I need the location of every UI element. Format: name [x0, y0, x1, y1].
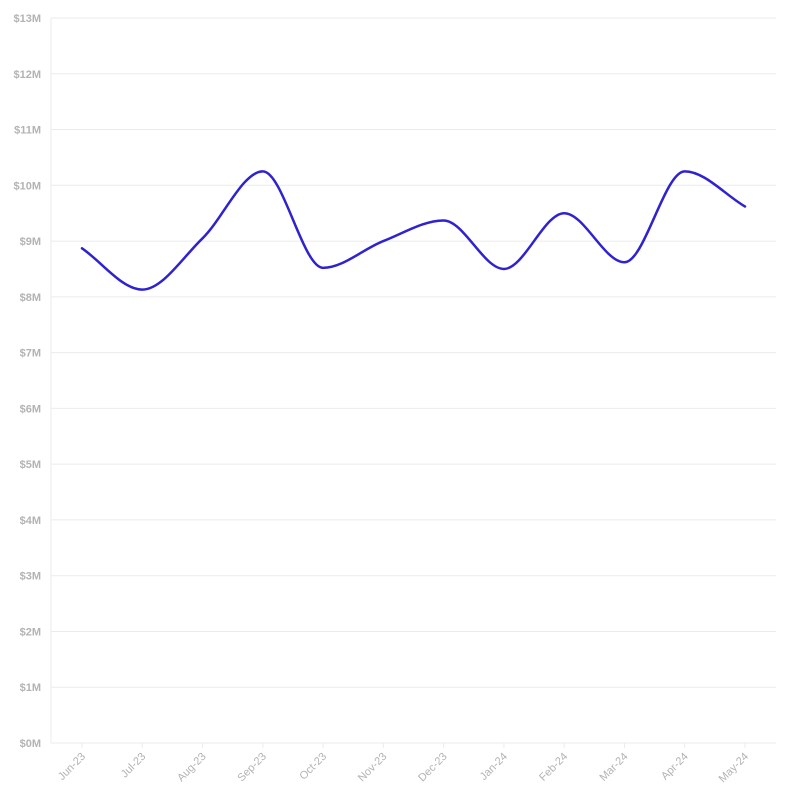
x-tick-label: Jan-24 [478, 751, 510, 783]
y-tick-label: $2M [20, 626, 41, 638]
y-tick-label: $13M [13, 13, 41, 25]
x-tick-label: Aug-23 [175, 751, 209, 785]
x-tick-label: Oct-23 [297, 751, 329, 783]
series-line [80, 170, 747, 291]
y-tick-label: $10M [13, 180, 41, 192]
y-tick-label: $3M [20, 571, 41, 583]
x-tick-label: Jun-23 [56, 751, 88, 783]
y-tick-label: $7M [20, 348, 41, 360]
axes [50, 18, 776, 748]
x-tick-label: May-24 [717, 751, 751, 785]
y-tick-label: $1M [20, 682, 41, 694]
y-tick-label: $6M [20, 403, 41, 415]
y-tick-label: $11M [14, 125, 41, 137]
y-tick-label: $0M [20, 738, 41, 750]
y-tick-label: $5M [20, 459, 41, 471]
y-tick-label: $9M [20, 236, 41, 248]
x-tick-label: Sep-23 [235, 751, 269, 785]
x-tick-label: Dec-23 [416, 751, 450, 785]
y-axis-tick-labels: $0M $1M $2M $3M $4M $5M $6M $7M $8M $9M $10M $11M $1… [13, 13, 41, 750]
x-tick-label: Nov-23 [356, 751, 390, 785]
series-lines [80, 170, 747, 291]
y-tick-label: $8M [20, 292, 41, 304]
x-tick-label: Apr-24 [659, 751, 691, 783]
x-axis-tick-labels: Jun-23 Jul-23 Aug-23 Sep-23 Oct-23 Nov-23 Dec-… [56, 751, 751, 785]
x-tick-label: Jul-23 [119, 751, 149, 781]
y-tick-label: $4M [20, 515, 41, 527]
y-tick-label: $12M [13, 69, 41, 81]
x-tick-label: Feb-24 [537, 751, 570, 784]
x-tick-label: Mar-24 [597, 751, 630, 784]
grid-lines [51, 17, 776, 688]
